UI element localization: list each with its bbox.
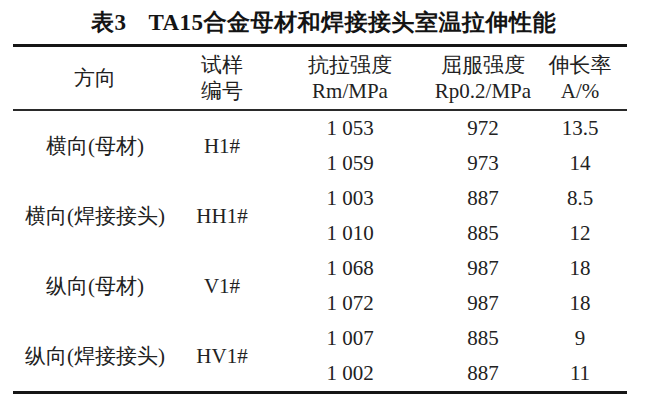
value-cell-rm: 1 059 — [267, 146, 433, 181]
value-cell-rp02: 987 — [433, 286, 533, 321]
value-cell-rm: 1 003 — [267, 181, 433, 216]
value-cell-rp02: 885 — [433, 216, 533, 251]
column-header-line2: Rm/MPa — [312, 78, 388, 104]
value-cell-rm: 1 068 — [267, 251, 433, 286]
sample-id-cell: HV1# — [177, 321, 267, 391]
column-header-tensile-strength: 抗拉强度 Rm/MPa — [267, 47, 433, 111]
table-grid: 方向 试样 编号 抗拉强度 Rm/MPa 屈服强度 Rp0.2/MPa 伸长率 … — [13, 47, 627, 391]
value-cell-rp02: 973 — [433, 146, 533, 181]
column-header-line1: 试样 — [201, 52, 243, 78]
direction-cell: 横向(焊接接头) — [13, 181, 177, 251]
tensile-properties-table: 方向 试样 编号 抗拉强度 Rm/MPa 屈服强度 Rp0.2/MPa 伸长率 … — [13, 44, 627, 394]
column-header-line2: 编号 — [201, 78, 243, 104]
column-header-line2: Rp0.2/MPa — [435, 78, 531, 104]
value-cell-elongation: 9 — [533, 321, 627, 356]
sample-id-cell: HH1# — [177, 181, 267, 251]
value-cell-rm: 1 007 — [267, 321, 433, 356]
value-cell-elongation: 12 — [533, 216, 627, 251]
value-cell-rp02: 887 — [433, 181, 533, 216]
direction-cell: 纵向(母材) — [13, 251, 177, 321]
value-cell-elongation: 18 — [533, 286, 627, 321]
value-cell-elongation: 14 — [533, 146, 627, 181]
value-cell-rp02: 887 — [433, 356, 533, 391]
table-title: 表3 TA15合金母材和焊接接头室温拉伸性能 — [0, 0, 647, 44]
sample-id-cell: V1# — [177, 251, 267, 321]
column-header-line1: 伸长率 — [549, 52, 612, 78]
value-cell-elongation: 11 — [533, 356, 627, 391]
value-cell-rm: 1 002 — [267, 356, 433, 391]
column-header-line1: 抗拉强度 — [308, 52, 392, 78]
value-cell-elongation: 13.5 — [533, 111, 627, 146]
sample-id-cell: H1# — [177, 111, 267, 181]
value-cell-rm: 1 010 — [267, 216, 433, 251]
direction-cell: 横向(母材) — [13, 111, 177, 181]
table-title-text: TA15合金母材和焊接接头室温拉伸性能 — [148, 7, 556, 38]
value-cell-rm: 1 072 — [267, 286, 433, 321]
value-cell-rm: 1 053 — [267, 111, 433, 146]
value-cell-elongation: 8.5 — [533, 181, 627, 216]
direction-cell: 纵向(焊接接头) — [13, 321, 177, 391]
column-header-sample-id: 试样 编号 — [177, 47, 267, 111]
column-header-direction: 方向 — [13, 47, 177, 111]
value-cell-elongation: 18 — [533, 251, 627, 286]
value-cell-rp02: 972 — [433, 111, 533, 146]
column-header-label: 方向 — [74, 65, 116, 91]
column-header-elongation: 伸长率 A/% — [533, 47, 627, 111]
table-title-label: 表3 — [91, 7, 127, 38]
column-header-line2: A/% — [561, 78, 600, 104]
column-header-yield-strength: 屈服强度 Rp0.2/MPa — [433, 47, 533, 111]
value-cell-rp02: 987 — [433, 251, 533, 286]
value-cell-rp02: 885 — [433, 321, 533, 356]
column-header-line1: 屈服强度 — [441, 52, 525, 78]
